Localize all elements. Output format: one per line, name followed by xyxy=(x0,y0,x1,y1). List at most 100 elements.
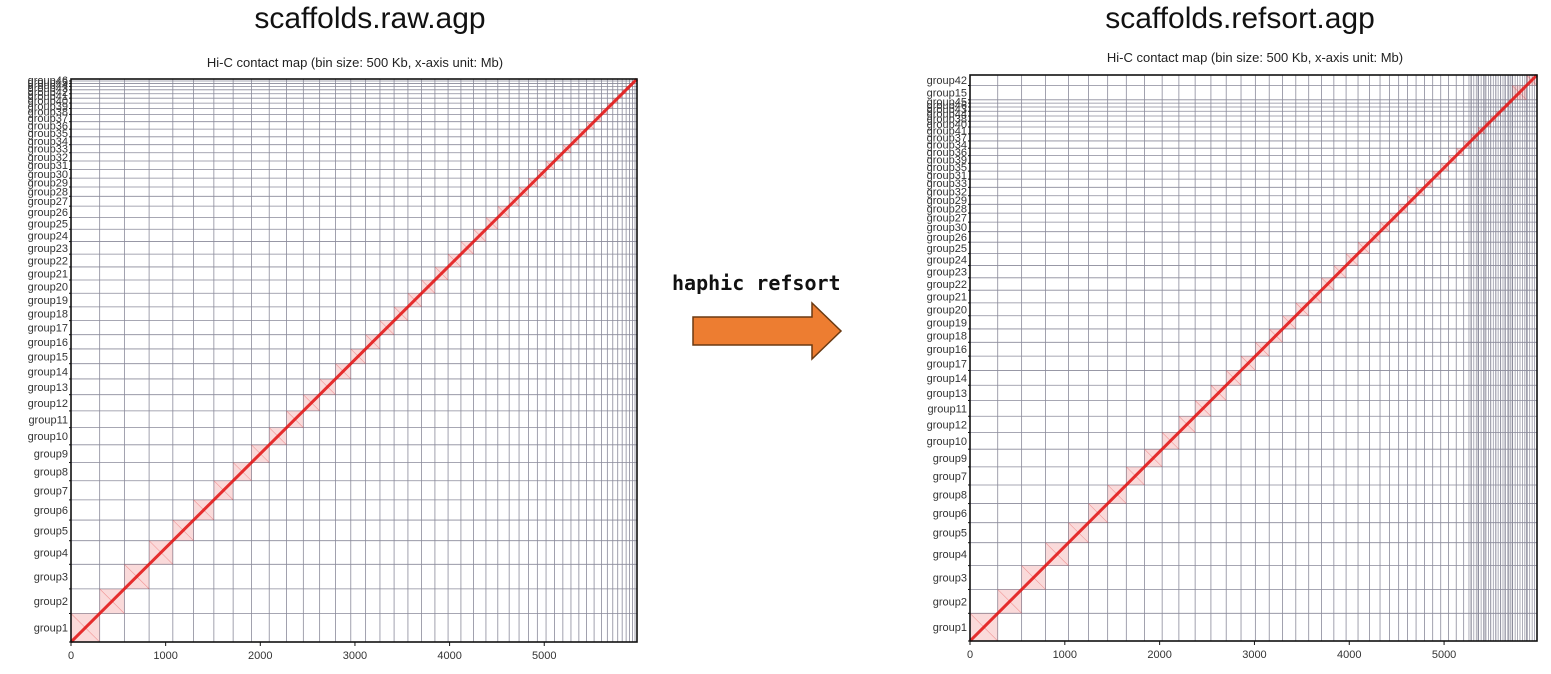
group-label: group46 xyxy=(28,75,68,87)
group-label: group31 xyxy=(28,160,68,172)
group-label: group12 xyxy=(927,419,967,431)
group-label: group10 xyxy=(28,431,68,443)
group-label: group39 xyxy=(927,154,967,166)
group-label: group13 xyxy=(28,382,68,394)
group-label: group15 xyxy=(927,88,967,100)
group-label: group42 xyxy=(927,75,967,87)
right-title: scaffolds.refsort.agp xyxy=(1105,2,1375,35)
group-label: group16 xyxy=(927,344,967,356)
group-label: group29 xyxy=(28,178,68,190)
group-label: group36 xyxy=(28,120,68,132)
group-label: group34 xyxy=(927,140,967,152)
group-label: group10 xyxy=(927,436,967,448)
x-tick-label: 5000 xyxy=(1432,649,1456,661)
group-label: group28 xyxy=(28,187,68,199)
group-label: group12 xyxy=(28,398,68,410)
command-label: haphic refsort xyxy=(672,271,841,295)
group-label: group44 xyxy=(28,80,68,92)
x-tick-label: 2000 xyxy=(248,650,272,662)
diagonal-blocks xyxy=(69,77,639,644)
group-label: group39 xyxy=(28,101,68,113)
group-label: group28 xyxy=(927,204,967,216)
diagonal-blocks xyxy=(968,73,1539,643)
group-label: group33 xyxy=(927,178,967,190)
x-tick-label: 2000 xyxy=(1147,649,1171,661)
group-label: group7 xyxy=(34,485,68,497)
group-label: group3 xyxy=(34,572,68,584)
group-label: group1 xyxy=(34,623,68,635)
group-label: group17 xyxy=(28,323,68,335)
left-title: scaffolds.raw.agp xyxy=(254,2,486,35)
group-label: group25 xyxy=(927,243,967,255)
group-labels: group1 group2 group3 group4 group5 group6 grou… xyxy=(927,75,970,642)
left-subtitle: Hi-C contact map (bin size: 500 Kb, x-ax… xyxy=(206,55,504,70)
group-label: group19 xyxy=(927,317,967,329)
group-label: group22 xyxy=(28,256,68,268)
group-label: group9 xyxy=(34,449,68,461)
group-label: group27 xyxy=(28,196,68,208)
x-axis: 0 1000 2000 3000 4000 5000 xyxy=(967,641,1456,661)
group-label: group2 xyxy=(34,596,68,608)
group-label: group35 xyxy=(28,128,68,140)
group-label: group2 xyxy=(933,596,967,608)
group-label: group44 xyxy=(927,109,967,121)
group-label: group24 xyxy=(28,230,68,242)
x-tick-label: 0 xyxy=(967,649,973,661)
group-label: group14 xyxy=(28,366,68,378)
group-label: group41 xyxy=(927,125,967,137)
group-label: group20 xyxy=(927,304,967,316)
group-label: group5 xyxy=(34,525,68,537)
group-label: group37 xyxy=(927,132,967,144)
group-label: group13 xyxy=(927,388,967,400)
x-axis: 0 1000 2000 3000 4000 5000 xyxy=(68,642,556,662)
right-subtitle: Hi-C contact map (bin size: 500 Kb, x-ax… xyxy=(1106,50,1404,65)
group-label: group3 xyxy=(933,573,967,585)
group-label: group1 xyxy=(933,622,967,634)
x-tick-label: 5000 xyxy=(532,650,556,662)
group-label: group38 xyxy=(927,114,967,126)
group-label: group46 xyxy=(927,100,967,112)
group-label: group35 xyxy=(927,162,967,174)
x-tick-label: 3000 xyxy=(343,650,367,662)
group-label: group23 xyxy=(28,243,68,255)
group-label: group7 xyxy=(933,471,967,483)
group-label: group45 xyxy=(927,96,967,108)
group-label: group32 xyxy=(927,187,967,199)
group-label: group41 xyxy=(28,91,68,103)
grid-lines xyxy=(969,74,1538,642)
group-label: group8 xyxy=(34,467,68,479)
group-label: group19 xyxy=(28,295,68,307)
group-label: group29 xyxy=(927,195,967,207)
group-labels: group1 group2 group3 group4 group5 group6 grou… xyxy=(28,75,71,643)
group-label: group25 xyxy=(28,218,68,230)
x-tick-label: 1000 xyxy=(1053,649,1077,661)
group-label: group43 xyxy=(927,104,967,116)
group-label: group9 xyxy=(933,453,967,465)
group-label: group26 xyxy=(28,207,68,219)
group-label: group8 xyxy=(933,489,967,501)
group-label: group27 xyxy=(927,213,967,225)
group-label: group40 xyxy=(927,119,967,131)
group-label: group38 xyxy=(28,106,68,118)
plot-frame xyxy=(969,74,1538,642)
group-label: group16 xyxy=(28,337,68,349)
group-label: group36 xyxy=(927,147,967,159)
group-label: group37 xyxy=(28,113,68,125)
group-label: group24 xyxy=(927,255,967,267)
contact-diagonal xyxy=(968,73,1539,643)
group-label: group17 xyxy=(927,358,967,370)
group-label: group30 xyxy=(927,222,967,234)
x-tick-label: 4000 xyxy=(437,650,461,662)
group-label: group34 xyxy=(28,136,68,148)
x-tick-label: 3000 xyxy=(1242,649,1266,661)
group-label: group5 xyxy=(933,528,967,540)
group-label: group32 xyxy=(28,152,68,164)
group-label: group14 xyxy=(927,373,967,385)
right-arrow-icon xyxy=(692,301,843,361)
group-label: group20 xyxy=(28,282,68,294)
group-label: group33 xyxy=(28,144,68,156)
group-label: group30 xyxy=(28,169,68,181)
group-label: group18 xyxy=(28,309,68,321)
group-label: group45 xyxy=(28,77,68,89)
